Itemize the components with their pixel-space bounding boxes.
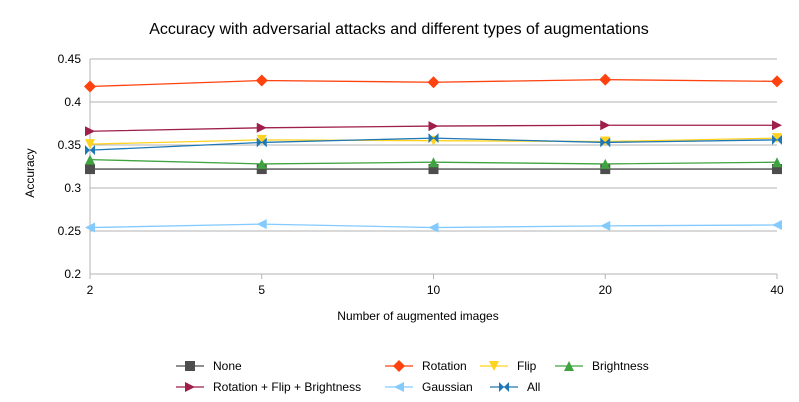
point-1-2 bbox=[427, 76, 440, 89]
point-6-4 bbox=[772, 134, 782, 145]
y-tick-labels: 0.2 0.25 0.3 0.35 0.4 0.45 bbox=[58, 52, 82, 281]
legend-label-0: None bbox=[213, 359, 242, 373]
legend-label-5: Gaussian bbox=[422, 380, 473, 394]
point-4-2 bbox=[428, 121, 439, 132]
series-5 bbox=[85, 219, 782, 233]
chart-title: Accuracy with adversarial attacks and di… bbox=[149, 21, 649, 38]
legend: None Rotation Flip Brightness Rotation + Fli… bbox=[176, 359, 649, 394]
point-0-1 bbox=[256, 164, 267, 175]
x-tick-labels: 2 5 10 20 40 bbox=[87, 283, 784, 297]
legend-marker-6-left bbox=[499, 382, 504, 392]
legend-marker-5 bbox=[394, 382, 404, 392]
point-0-4 bbox=[772, 164, 782, 175]
point-6-1-left bbox=[256, 137, 262, 148]
point-2-3 bbox=[600, 136, 611, 147]
point-3-3 bbox=[600, 158, 611, 169]
series-4 bbox=[85, 120, 782, 137]
point-6-2-right bbox=[433, 133, 439, 144]
legend-entry-5: Gaussian bbox=[385, 380, 473, 394]
point-5-4 bbox=[772, 219, 782, 230]
series-1 bbox=[84, 73, 783, 93]
point-2-4 bbox=[772, 133, 782, 144]
legend-marker-6 bbox=[499, 382, 509, 392]
y-tick-label-0: 0.2 bbox=[64, 267, 81, 281]
legend-marker-0 bbox=[185, 361, 195, 371]
legend-entry-3: Brightness bbox=[555, 359, 649, 373]
legend-label-6: All bbox=[527, 380, 540, 394]
y-tick-label-2: 0.3 bbox=[64, 181, 81, 195]
x-tick-label-2: 10 bbox=[427, 283, 441, 297]
legend-entry-2: Flip bbox=[480, 359, 537, 373]
point-6-0 bbox=[85, 145, 95, 156]
point-1-3 bbox=[599, 73, 612, 86]
point-3-0 bbox=[85, 154, 95, 165]
point-1-4 bbox=[771, 75, 783, 88]
legend-label-4: Rotation + Flip + Brightness bbox=[213, 380, 361, 394]
point-4-0 bbox=[85, 126, 95, 137]
y-tick-label-1: 0.25 bbox=[58, 224, 82, 238]
x-tick-label-0: 2 bbox=[87, 283, 94, 297]
point-6-4-left bbox=[772, 134, 777, 145]
legend-marker-6-right bbox=[504, 382, 509, 392]
point-4-4 bbox=[772, 120, 782, 131]
point-0-3 bbox=[600, 164, 611, 175]
point-6-2 bbox=[428, 133, 439, 144]
x-tick-label-4: 40 bbox=[770, 283, 784, 297]
point-1-0 bbox=[84, 80, 96, 93]
point-4-3 bbox=[600, 120, 611, 131]
y-axis-label: Accuracy bbox=[23, 148, 37, 197]
legend-entry-6: All bbox=[490, 380, 540, 394]
point-0-0 bbox=[85, 164, 95, 175]
legend-marker-1 bbox=[393, 360, 405, 372]
point-5-3 bbox=[600, 220, 611, 231]
point-3-1 bbox=[256, 158, 267, 169]
legend-label-2: Flip bbox=[517, 359, 537, 373]
x-tick-label-3: 20 bbox=[599, 283, 613, 297]
series-3 bbox=[85, 154, 782, 169]
legend-entry-1: Rotation bbox=[385, 359, 467, 373]
point-5-1 bbox=[256, 219, 267, 230]
y-tick-label-3: 0.35 bbox=[58, 138, 82, 152]
legend-label-1: Rotation bbox=[422, 359, 467, 373]
point-2-0 bbox=[85, 139, 95, 150]
legend-entry-0: None bbox=[176, 359, 242, 373]
legend-label-3: Brightness bbox=[592, 359, 649, 373]
legend-marker-3 bbox=[564, 361, 574, 371]
point-6-0-left bbox=[85, 145, 90, 156]
series-0 bbox=[85, 164, 782, 175]
x-tick-label-1: 5 bbox=[258, 283, 265, 297]
point-6-4-right bbox=[777, 134, 782, 145]
series-group bbox=[84, 73, 783, 233]
point-6-3-left bbox=[600, 137, 606, 148]
point-3-2 bbox=[428, 157, 439, 168]
point-0-2 bbox=[428, 164, 439, 175]
y-tick-label-4: 0.4 bbox=[64, 95, 81, 109]
series-6 bbox=[85, 133, 782, 156]
point-6-2-left bbox=[428, 133, 434, 144]
point-5-0 bbox=[85, 222, 95, 233]
point-6-1 bbox=[256, 137, 267, 148]
point-2-1 bbox=[256, 134, 267, 145]
y-tick-label-5: 0.45 bbox=[58, 52, 82, 66]
legend-entry-4: Rotation + Flip + Brightness bbox=[176, 380, 361, 394]
point-3-4 bbox=[772, 157, 782, 168]
point-1-1 bbox=[255, 74, 268, 87]
point-6-3 bbox=[600, 137, 611, 148]
point-6-3-right bbox=[605, 137, 611, 148]
legend-marker-4 bbox=[185, 382, 195, 392]
point-4-1 bbox=[256, 122, 267, 133]
point-6-0-right bbox=[90, 145, 95, 156]
point-5-2 bbox=[428, 222, 439, 233]
x-axis-label: Number of augmented images bbox=[337, 309, 498, 323]
point-6-1-right bbox=[261, 137, 267, 148]
legend-marker-2 bbox=[489, 361, 499, 371]
